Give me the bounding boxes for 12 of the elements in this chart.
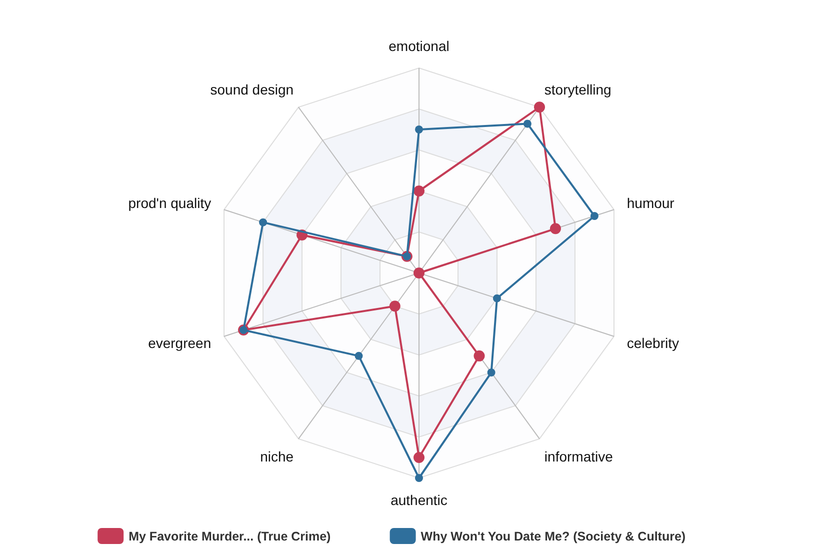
spoke-label: celebrity [626,335,680,352]
spoke-label: evergreen [148,335,212,352]
spoke-label: emotional [388,38,450,54]
legend-label: Why Won't You Date Me? (Society & Culture) [420,529,686,544]
spoke-label: humour [626,194,675,211]
spoke-label: storytelling [544,81,612,98]
spoke-label: prod'n quality [128,194,212,211]
spoke-label: niche [260,448,294,465]
legend-label: My Favorite Murder... (True Crime) [128,529,331,544]
spoke-label: authentic [390,492,448,508]
spoke-label: sound design [210,81,294,98]
spoke-label: informative [544,448,614,465]
